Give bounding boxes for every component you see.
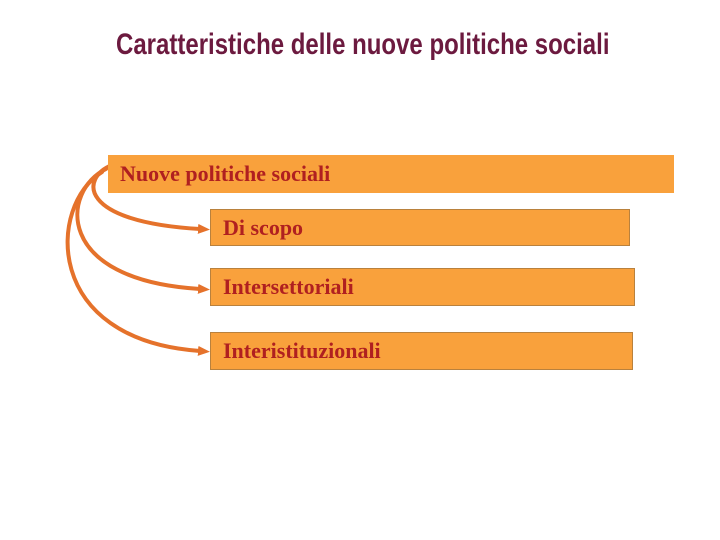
box-nuove-politiche-sociali-label: Nuove politiche sociali <box>120 161 331 186</box>
arrow-to-interistituzionali <box>65 170 210 356</box>
box-intersettoriali-label: Intersettoriali <box>223 274 354 299</box>
box-intersettoriali: Intersettoriali <box>210 268 635 306</box>
box-nuove-politiche-sociali: Nuove politiche sociali <box>108 155 674 193</box>
box-di-scopo: Di scopo <box>210 209 630 246</box>
box-di-scopo-label: Di scopo <box>223 214 304 240</box>
box-interistituzionali: Interistituzionali <box>210 332 633 370</box>
slide-title: Caratteristiche delle nuove politiche so… <box>116 28 610 61</box>
box-interistituzionali-label: Interistituzionali <box>223 338 381 363</box>
